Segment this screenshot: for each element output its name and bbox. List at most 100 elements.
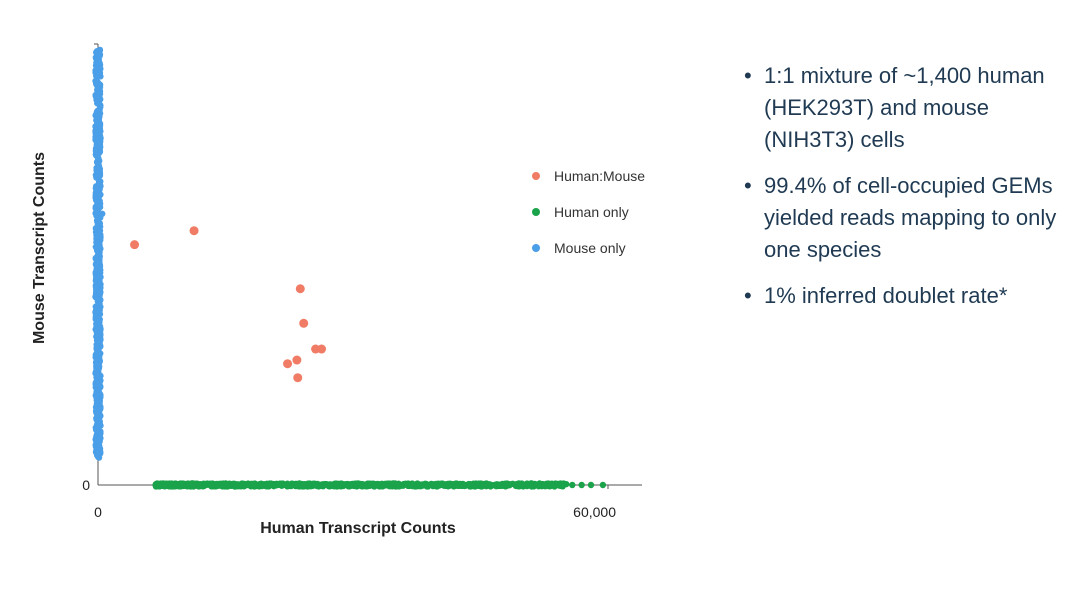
mouse-only-point: [96, 406, 104, 413]
chart-axes: 0 60,000 0 Human Transcript Counts Mouse Tra…: [31, 43, 642, 537]
human-mouse-point: [299, 318, 309, 328]
human-only-point: [334, 481, 341, 489]
mouse-only-point: [93, 151, 100, 158]
mouse-only-point: [95, 396, 102, 404]
mouse-only-point: [96, 52, 103, 59]
mouse-only-point: [94, 60, 101, 67]
human-only-point: [457, 482, 464, 489]
chart-points: [92, 46, 607, 490]
mouse-only-point: [97, 372, 104, 380]
human-only-point: [256, 481, 263, 488]
legend-label: Human only: [554, 204, 629, 220]
human-only-point: [436, 481, 444, 488]
mouse-only-point: [92, 370, 99, 377]
human-only-point: [578, 481, 585, 489]
mouse-only-point: [96, 46, 104, 54]
mouse-only-point: [92, 134, 99, 141]
human-only-point: [313, 482, 321, 489]
legend-marker: [532, 244, 540, 252]
human-only-point: [497, 482, 504, 490]
mouse-only-point: [92, 354, 100, 361]
human-only-point: [503, 480, 511, 487]
bullet-item: • 99.4% of cell-occupied GEMs yielded rea…: [742, 170, 1082, 266]
human-mouse-point: [295, 284, 305, 294]
human-only-point: [466, 481, 474, 488]
human-only-point: [599, 481, 607, 489]
mouse-only-point: [94, 266, 101, 273]
human-only-point: [424, 483, 431, 490]
mouse-only-point: [96, 258, 103, 265]
mouse-only-point: [96, 226, 103, 234]
mouse-only-point: [93, 416, 100, 424]
x-axis-title: Human Transcript Counts: [260, 520, 456, 537]
mouse-only-point: [96, 378, 104, 386]
human-only-point: [217, 482, 225, 489]
mouse-only-point: [96, 337, 103, 344]
human-only-point: [403, 480, 410, 488]
mouse-only-point: [95, 111, 102, 118]
legend-marker: [532, 172, 540, 180]
human-only-point: [161, 482, 168, 490]
mouse-only-point: [97, 273, 104, 280]
human-mouse-point: [317, 344, 327, 354]
human-only-point: [484, 482, 491, 489]
human-only-point: [285, 482, 292, 490]
mouse-only-point: [95, 444, 102, 451]
human-mouse-point: [189, 226, 199, 236]
legend-marker: [532, 208, 540, 216]
y-tick-label: 0: [82, 477, 90, 493]
human-only-point: [409, 482, 416, 490]
mouse-only-point: [95, 328, 103, 335]
human-only-point: [557, 480, 564, 487]
bullet-icon: •: [744, 63, 752, 88]
mouse-only-point: [94, 78, 101, 86]
human-mouse-point: [130, 240, 140, 250]
bullet-item: • 1:1 mixture of ~1,400 human (HEK293T) a…: [742, 60, 1082, 156]
mouse-only-point: [93, 239, 100, 246]
mouse-only-point: [94, 425, 101, 433]
mouse-only-point: [96, 94, 103, 101]
human-only-point: [359, 480, 366, 488]
bullet-icon: •: [744, 283, 752, 308]
mouse-only-point: [94, 196, 102, 204]
mouse-only-point: [97, 191, 104, 198]
human-only-point: [416, 481, 423, 488]
human-only-point: [250, 482, 257, 489]
chart-legend: Human:Mouse Human only Mouse only: [532, 168, 645, 256]
human-only-point: [189, 480, 197, 487]
human-mouse-point: [283, 359, 293, 369]
human-only-point: [212, 481, 219, 489]
human-only-point: [168, 480, 175, 488]
mouse-only-point: [95, 411, 102, 418]
human-only-point: [569, 481, 576, 489]
mouse-only-point: [94, 221, 102, 229]
human-only-point: [154, 481, 161, 488]
human-only-point: [524, 480, 531, 487]
human-only-point: [234, 481, 241, 488]
human-only-point: [183, 483, 191, 490]
bullet-icon: •: [744, 173, 752, 198]
bullet-text: 1% inferred doublet rate*: [764, 283, 1008, 308]
human-only-point: [475, 480, 482, 487]
human-only-point: [368, 481, 375, 488]
x-tick-label: 0: [94, 504, 102, 520]
mouse-only-point: [97, 134, 104, 142]
human-only-point: [587, 481, 595, 489]
human-only-point: [263, 482, 271, 489]
bullet-item: • 1% inferred doublet rate*: [742, 280, 1082, 312]
human-only-point: [207, 482, 214, 489]
mouse-only-point: [93, 212, 100, 219]
human-only-point: [541, 482, 548, 490]
human-only-point: [179, 480, 186, 488]
human-only-point: [390, 480, 397, 487]
mouse-only-point: [95, 323, 103, 331]
bullet-text: 99.4% of cell-occupied GEMs yielded read…: [764, 173, 1057, 262]
mouse-only-point: [94, 313, 102, 320]
human-mouse-point: [293, 373, 303, 383]
mouse-only-point: [95, 451, 102, 459]
mouse-only-point: [95, 141, 103, 149]
human-only-point: [528, 480, 535, 487]
human-only-point: [328, 482, 335, 489]
mouse-only-point: [99, 210, 106, 217]
